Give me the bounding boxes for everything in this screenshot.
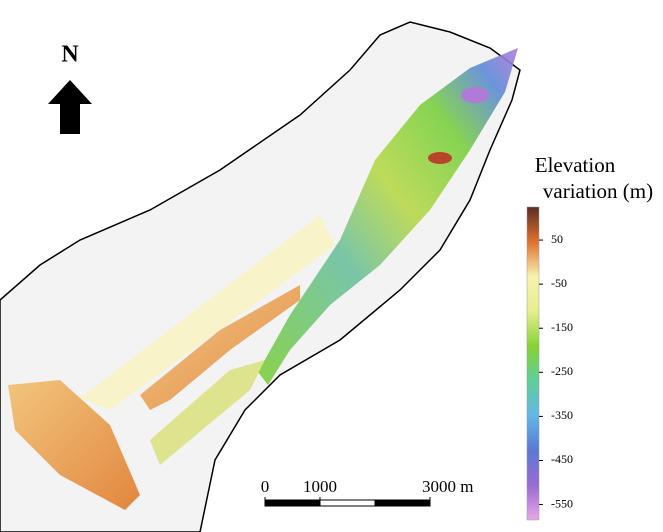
scale-label: 0 [261, 477, 270, 496]
north-label: N [61, 42, 79, 68]
mound [428, 152, 452, 164]
colorbar-tick-label: -150 [551, 320, 573, 334]
colorbar-tick-label: -350 [551, 408, 573, 422]
colorbar-tick-label: -550 [551, 496, 573, 510]
map: N Elevation variation (m) 50 -50 -150 -250 -… [0, 0, 663, 532]
depression [461, 87, 489, 103]
scale-label: 3000 m [422, 477, 473, 496]
colorbar-title: variation (m) [543, 179, 653, 203]
colorbar-tick-label: -450 [551, 452, 573, 466]
north-arrow [48, 80, 92, 134]
scale-label: 1000 [303, 477, 337, 496]
scale-segment [265, 500, 320, 506]
colorbar-title: Elevation [535, 153, 616, 177]
colorbar [527, 207, 539, 520]
scale-segment [320, 500, 375, 506]
colorbar-tick-label: 50 [551, 232, 563, 246]
colorbar-tick-label: -250 [551, 364, 573, 378]
colorbar-tick-label: -50 [551, 276, 567, 290]
scale-segment [375, 500, 430, 506]
